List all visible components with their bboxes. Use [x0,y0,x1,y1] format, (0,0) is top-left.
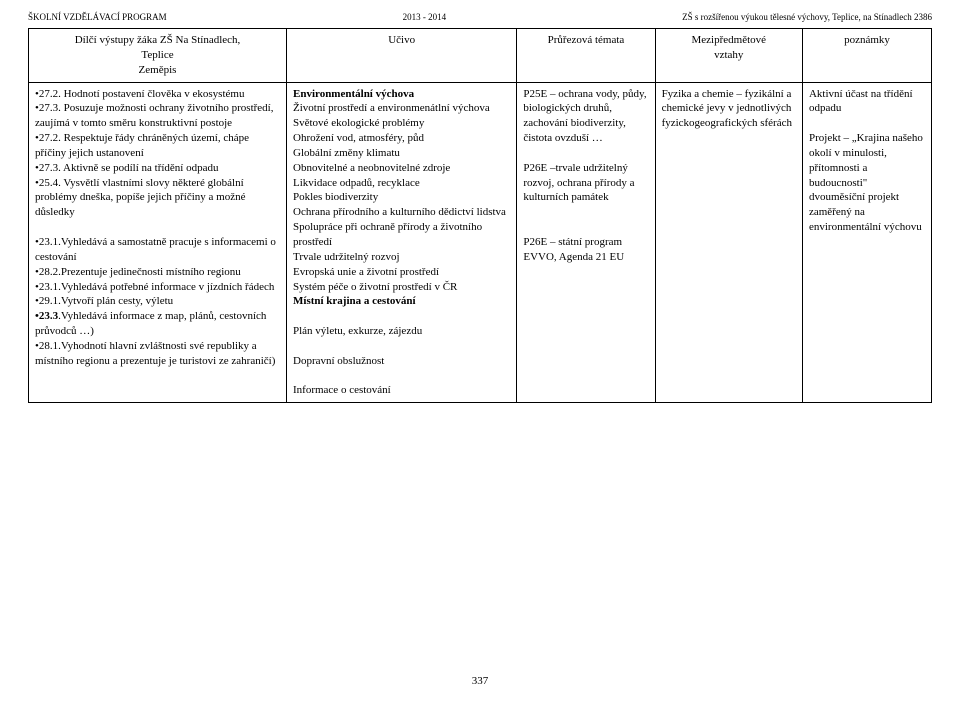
ucivo-line: Trvale udržitelný rozvoj [293,250,510,265]
ucivo-line: Globální změny klimatu [293,146,510,161]
cell-poznamky: Aktivní účast na třídění odpadu Projekt … [802,82,931,403]
ucivo-line: Životní prostředí a environmenátlní vých… [293,101,510,116]
col-header-outcomes: Dílčí výstupy žáka ZŠ Na Stínadlech, Tep… [29,29,287,83]
prurezova-line: P25E – ochrana vody, půdy, biologických … [523,87,648,146]
col4-h-l1: Mezipředmětové [662,33,796,48]
outcome-item: •25.4. Vysvětlí vlastními slovy některé … [35,176,280,221]
col1-h-l1: Dílčí výstupy žáka ZŠ Na Stínadlech, [35,33,280,48]
cell-outcomes: •27.2. Hodnotí postavení člověka v ekosy… [29,82,287,403]
outcome-item: •29.1.Vytvoří plán cesty, výletu [35,294,280,309]
prurezova-line: P26E – státní program EVVO, Agenda 21 EU [523,235,648,265]
col-header-ucivo: Učivo [287,29,517,83]
poznamky-line: Projekt – „Krajina našeho okolí v minulo… [809,131,925,235]
mezipredmetove-line: Fyzika a chemie – fyzikální a chemické j… [662,87,796,132]
outcome-item: •27.3. Aktivně se podílí na třídění odpa… [35,161,280,176]
ucivo-line: Ochrana přírodního a kulturního dědictví… [293,205,510,220]
outcome-item: •23.1.Vyhledává a samostatně pracuje s i… [35,235,280,265]
ucivo-line: Světové ekologické problémy [293,116,510,131]
ucivo-line: Informace o cestování [293,383,510,398]
ucivo-heading: Environmentální výchova [293,87,510,102]
header-right: ZŠ s rozšířenou výukou tělesné výchovy, … [682,12,932,22]
cell-ucivo: Environmentální výchova Životní prostřed… [287,82,517,403]
outcome-item: •27.3. Posuzuje možnosti ochrany životní… [35,101,280,131]
header-center: 2013 - 2014 [403,12,447,22]
ucivo-line: Ohrožení vod, atmosféry, půd [293,131,510,146]
outcome-item: •27.2. Respektuje řády chráněných území,… [35,131,280,161]
curriculum-table: Dílčí výstupy žáka ZŠ Na Stínadlech, Tep… [28,28,932,403]
poznamky-line: Aktivní účast na třídění odpadu [809,87,925,117]
ucivo-line: Obnovitelné a neobnovitelné zdroje [293,161,510,176]
ucivo-heading: Místní krajina a cestování [293,294,510,309]
outcome-item: •23.1.Vyhledává potřebné informace v jíz… [35,280,280,295]
ucivo-line: Likvidace odpadů, recyklace [293,176,510,191]
ucivo-line: Evropská unie a životní prostředí [293,265,510,280]
col-header-prurezova: Průřezová témata [517,29,655,83]
outcome-item: •28.2.Prezentuje jedinečnosti místního r… [35,265,280,280]
page-header: ŠKOLNÍ VZDĚLÁVACÍ PROGRAM 2013 - 2014 ZŠ… [28,12,932,22]
page-number: 337 [0,675,960,687]
col-header-mezipredmetove: Mezipředmětové vztahy [655,29,802,83]
col4-h-l2: vztahy [662,48,796,63]
table-row: •27.2. Hodnotí postavení člověka v ekosy… [29,82,932,403]
col1-h-l2: Teplice [35,48,280,63]
outcome-item: •28.1.Vyhodnotí hlavní zvláštnosti své r… [35,339,280,369]
col-header-poznamky: poznámky [802,29,931,83]
cell-prurezova: P25E – ochrana vody, půdy, biologických … [517,82,655,403]
col1-h-l3: Zeměpis [35,63,280,78]
header-left: ŠKOLNÍ VZDĚLÁVACÍ PROGRAM [28,12,167,22]
ucivo-line: Systém péče o životní prostředí v ČR [293,280,510,295]
table-header-row: Dílčí výstupy žáka ZŠ Na Stínadlech, Tep… [29,29,932,83]
cell-mezipredmetove: Fyzika a chemie – fyzikální a chemické j… [655,82,802,403]
outcome-item: •27.2. Hodnotí postavení člověka v ekosy… [35,87,280,102]
outcome-item: •23.3.Vyhledává informace z map, plánů, … [35,309,280,339]
prurezova-line: P26E –trvale udržitelný rozvoj, ochrana … [523,161,648,206]
ucivo-line: Spolupráce při ochraně přírody a životní… [293,220,510,250]
ucivo-line: Dopravní obslužnost [293,354,510,369]
outcome-rest: .Vyhledává informace z map, plánů, cesto… [35,310,266,337]
outcome-bold: •23.3 [35,310,58,322]
ucivo-line: Pokles biodiverzity [293,190,510,205]
ucivo-line: Plán výletu, exkurze, zájezdu [293,324,510,339]
